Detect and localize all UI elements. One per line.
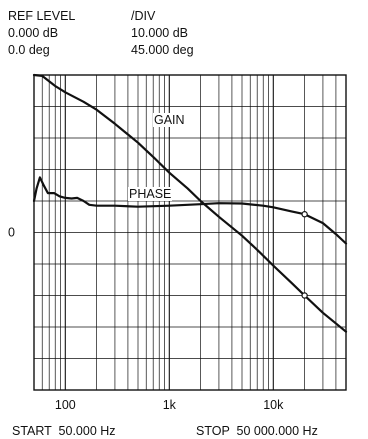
phase-label: PHASE bbox=[128, 187, 173, 201]
y-reference-label: 0 bbox=[8, 226, 15, 240]
ref-level-title: REF LEVEL bbox=[8, 9, 76, 23]
x-tick-label: 100 bbox=[55, 398, 76, 412]
phase-ref-value: 0.0 deg bbox=[8, 43, 50, 57]
per-div-title: /DIV bbox=[131, 9, 156, 23]
x-tick-label: 1k bbox=[163, 398, 177, 412]
phase-div-value: 45.000 deg bbox=[131, 43, 194, 57]
start-frequency: START 50.000 Hz bbox=[12, 424, 116, 438]
gain-marker bbox=[301, 292, 308, 299]
x-tick-label: 10k bbox=[263, 398, 284, 412]
gain-ref-value: 0.000 dB bbox=[8, 26, 59, 40]
stop-frequency: STOP 50 000.000 Hz bbox=[196, 424, 318, 438]
gain-label: GAIN bbox=[153, 113, 186, 127]
gain-div-value: 10.000 dB bbox=[131, 26, 188, 40]
gain-curve bbox=[32, 73, 348, 333]
phase-marker bbox=[301, 211, 308, 218]
phase-curve bbox=[32, 176, 348, 245]
